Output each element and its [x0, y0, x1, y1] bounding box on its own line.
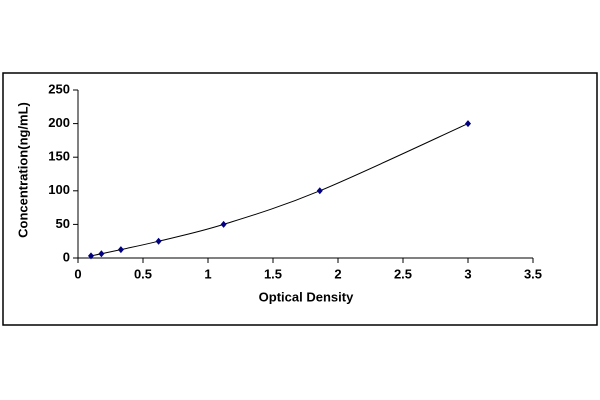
x-tick-label: 2.5 — [394, 266, 412, 281]
x-tick-label: 1 — [204, 266, 211, 281]
x-tick-label: 0.5 — [134, 266, 152, 281]
x-tick-label: 3 — [464, 266, 471, 281]
data-point — [88, 252, 94, 260]
y-tick-label: 100 — [48, 182, 70, 197]
data-point — [465, 120, 471, 128]
y-tick-label: 250 — [48, 81, 70, 96]
x-tick-label: 0 — [74, 266, 81, 281]
y-tick-label: 150 — [48, 149, 70, 164]
data-point — [316, 187, 323, 195]
y-tick-label: 50 — [56, 216, 70, 231]
data-point — [98, 250, 105, 258]
y-tick-label: 0 — [63, 249, 70, 264]
x-tick-label: 3.5 — [524, 266, 542, 281]
x-axis-label: Optical Density — [259, 289, 354, 304]
y-tick-label: 200 — [48, 115, 70, 130]
data-point — [220, 220, 227, 228]
data-point — [155, 237, 162, 245]
data-point — [117, 246, 124, 254]
x-tick-label: 1.5 — [264, 266, 282, 281]
x-tick-label: 2 — [334, 266, 341, 281]
y-axis-label: Concentration(ng/mL) — [15, 102, 30, 238]
